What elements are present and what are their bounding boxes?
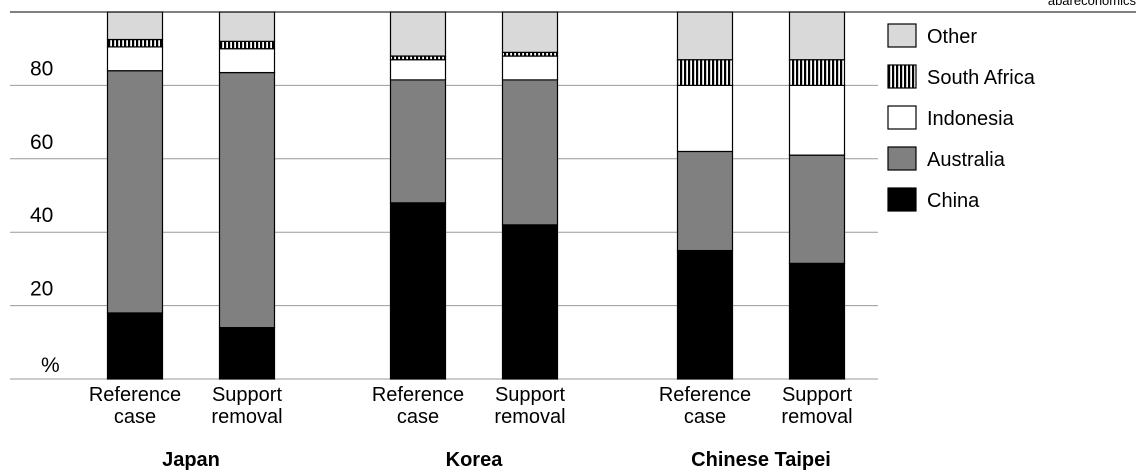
bar-segment-south-africa <box>106 38 164 48</box>
bar-category-label: removal <box>781 406 852 428</box>
bar-segment-other <box>676 11 734 61</box>
legend-swatch-australia <box>887 146 917 171</box>
bar-segment-indonesia <box>389 59 447 81</box>
legend-label-china: China <box>927 190 980 212</box>
legend-label-south-africa: South Africa <box>927 67 1036 89</box>
legend-swatch-china <box>887 187 917 212</box>
bar-segment-china <box>676 249 734 380</box>
bar-category-label: case <box>114 406 156 428</box>
bar-category-label: removal <box>494 406 565 428</box>
bar-category-label: case <box>397 406 439 428</box>
y-tick-label: 20 <box>30 278 53 301</box>
bar-segment-south-africa <box>788 59 846 86</box>
bar-category-label: Reference <box>659 384 751 406</box>
legend-label-australia: Australia <box>927 149 1006 171</box>
bar-segment-australia <box>218 71 276 329</box>
bar-segment-other <box>218 11 276 42</box>
bar-segment-indonesia <box>676 84 734 153</box>
bar-segment-australia <box>106 70 164 314</box>
bar-segment-indonesia <box>501 55 559 81</box>
bar-category-label: removal <box>211 406 282 428</box>
legend-swatch-other <box>887 23 917 48</box>
y-tick-label: 60 <box>30 131 53 154</box>
bar-category-label: Support <box>212 384 282 406</box>
bar-segment-china <box>501 224 559 380</box>
bar-segment-south-africa <box>676 59 734 86</box>
group-label-korea: Korea <box>446 449 504 471</box>
bar-segment-indonesia <box>218 48 276 74</box>
legend-swatch-south-africa <box>887 64 917 89</box>
legend-label-indonesia: Indonesia <box>927 108 1015 130</box>
source-label: abareconomics <box>1048 0 1136 8</box>
bar-segment-other <box>788 11 846 61</box>
bar-segment-other <box>501 11 559 53</box>
legend-swatch-indonesia <box>887 105 917 130</box>
y-tick-label: 80 <box>30 57 53 80</box>
bar-segment-australia <box>676 150 734 252</box>
bar-category-label: Reference <box>89 384 181 406</box>
bar-segment-south-africa <box>218 40 276 50</box>
legend-label-other: Other <box>927 26 977 48</box>
bar-segment-other <box>389 11 447 57</box>
bar-segment-australia <box>501 79 559 226</box>
group-label-chinese-taipei: Chinese Taipei <box>691 449 831 471</box>
y-tick-label: 40 <box>30 204 53 227</box>
bar-segment-australia <box>788 154 846 264</box>
bar-category-label: Support <box>495 384 565 406</box>
bar-category-label: Reference <box>372 384 464 406</box>
bar-category-label: Support <box>782 384 852 406</box>
bar-category-label: case <box>684 406 726 428</box>
bar-segment-china <box>788 262 846 380</box>
bar-segment-australia <box>389 79 447 204</box>
bar-segment-china <box>218 327 276 380</box>
bar-segment-indonesia <box>788 84 846 156</box>
bar-segment-china <box>389 202 447 380</box>
bar-segment-china <box>106 312 164 380</box>
y-axis-unit-label: % <box>41 354 60 377</box>
group-label-japan: Japan <box>162 449 220 471</box>
bar-segment-indonesia <box>106 46 164 72</box>
bar-segment-other <box>106 11 164 41</box>
